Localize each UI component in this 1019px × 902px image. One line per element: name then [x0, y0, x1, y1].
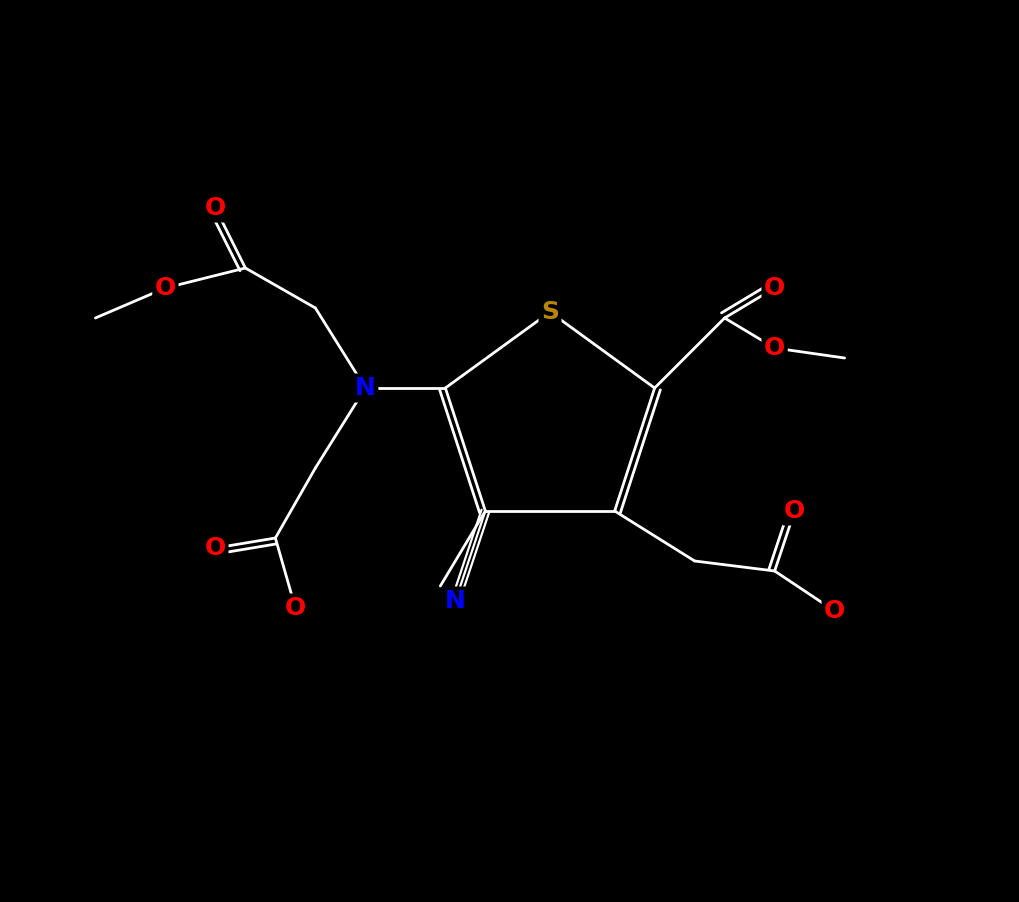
Text: O: O — [205, 536, 226, 560]
Text: O: O — [823, 599, 845, 623]
Text: N: N — [355, 376, 375, 400]
Text: S: S — [540, 300, 558, 324]
Text: O: O — [205, 196, 226, 220]
Text: N: N — [444, 589, 466, 613]
Text: O: O — [763, 276, 785, 300]
Text: O: O — [763, 336, 785, 360]
Text: O: O — [284, 596, 306, 620]
Text: O: O — [155, 276, 176, 300]
Text: O: O — [784, 499, 804, 523]
